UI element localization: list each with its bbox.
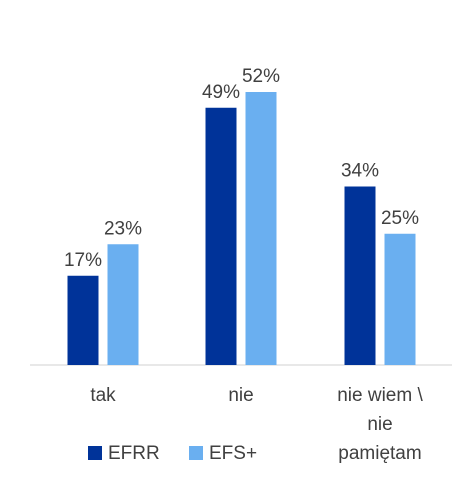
data-labels-group: 17%23% 49%52% 34% 25% [64,66,419,271]
legend-label-efrr: EFRR [108,443,160,464]
data-label-efs-1: 52% [242,66,280,87]
x-tick-label-2-line-0: nie wiem \ [337,385,423,406]
bar-efs-0 [107,244,139,365]
data-label-efs-2: 25% [381,208,419,229]
data-label-efs-0: 23% [104,218,142,239]
legend-swatch-efs [189,446,203,460]
x-tick-label-2: nie wiem \ nie pamiętam [337,385,423,464]
legend-swatch-efrr [88,446,102,460]
bars-group [67,92,416,365]
x-tick-label-0-line-0: tak [90,385,116,406]
x-tick-label-2-line-1: nie [367,414,392,435]
bar-efrr-1 [205,107,237,365]
legend-label-efs: EFS+ [209,443,257,464]
x-tick-label-0: tak [90,385,116,406]
x-tick-labels-group: tak nie nie wiem \ nie pamiętam [90,385,423,464]
bar-efrr-2 [344,186,376,365]
data-label-efrr-2: 34% [341,161,379,182]
x-tick-label-1-line-0: nie [228,385,253,406]
x-tick-label-2-line-2: pamiętam [338,443,421,464]
x-tick-label-1: nie [228,385,253,406]
data-label-efrr-0: 17% [64,250,102,271]
legend: EFRR EFS+ [88,443,257,464]
bar-efs-1 [245,92,277,365]
data-label-efrr-1: 49% [202,82,240,103]
bar-efrr-0 [67,275,99,365]
bar-efs-2 [384,233,416,365]
